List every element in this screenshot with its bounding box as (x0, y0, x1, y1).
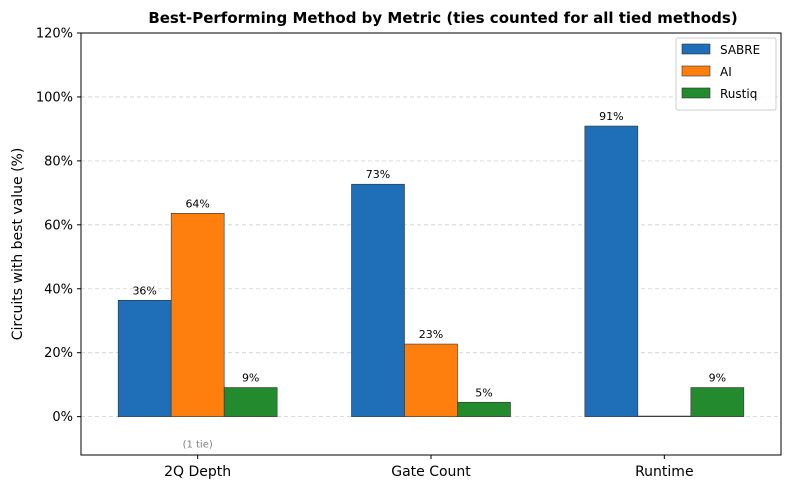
x-tick-label: 2Q Depth (164, 464, 231, 480)
y-tick-label: 40% (44, 282, 73, 297)
legend-label-rustiq: Rustiq (720, 87, 757, 101)
bar-ai (170, 213, 225, 417)
x-axis-ticks: 2Q Depth Gate Count Runtime (164, 455, 694, 480)
legend-label-ai: AI (720, 65, 732, 79)
data-label: 23% (419, 328, 443, 341)
data-label: 64% (185, 197, 209, 210)
bars (117, 125, 745, 417)
bar-rustiq (457, 401, 511, 417)
y-tick-label: 20% (44, 346, 73, 361)
legend: SABRE AI Rustiq (675, 37, 777, 111)
data-label: 9% (242, 372, 259, 385)
bar-ai (404, 343, 458, 417)
x-tick-label: Gate Count (391, 464, 471, 480)
plot-frame (80, 32, 782, 456)
bar-sabre (351, 183, 405, 417)
bar-rustiq (690, 387, 745, 417)
legend-label-sabre: SABRE (720, 43, 760, 57)
legend-swatch-sabre (681, 43, 711, 55)
annotation-text: (1 tie) (183, 439, 213, 450)
x-tick-label: Runtime (635, 464, 693, 480)
y-axis-ticks: 0% 20% 40% 60% 80% 100% 120% (36, 27, 81, 425)
y-tick-label: 120% (36, 27, 73, 42)
y-tick-label: 60% (44, 218, 73, 233)
bar-rustiq (223, 387, 278, 417)
y-tick-label: 80% (44, 154, 73, 169)
data-label: 73% (366, 168, 390, 181)
legend-swatch-ai (681, 65, 711, 77)
bar-sabre (117, 299, 172, 417)
data-label: 5% (475, 386, 492, 399)
bar-sabre (584, 125, 639, 417)
chart-title: Best-Performing Method by Metric (ties c… (148, 9, 737, 27)
data-label: 36% (132, 284, 156, 297)
y-tick-label: 100% (36, 90, 73, 105)
data-label: 9% (709, 372, 726, 385)
annotations: (1 tie) (183, 439, 213, 450)
y-axis-label: Circuits with best value (%) (10, 148, 26, 341)
data-label: 91% (599, 110, 623, 123)
legend-swatch-rustiq (681, 87, 711, 99)
y-tick-label: 0% (52, 410, 73, 425)
bar-ai (637, 415, 692, 417)
data-labels: 36% 64% 9% 73% 23% 5% 91% 9% (132, 110, 726, 399)
